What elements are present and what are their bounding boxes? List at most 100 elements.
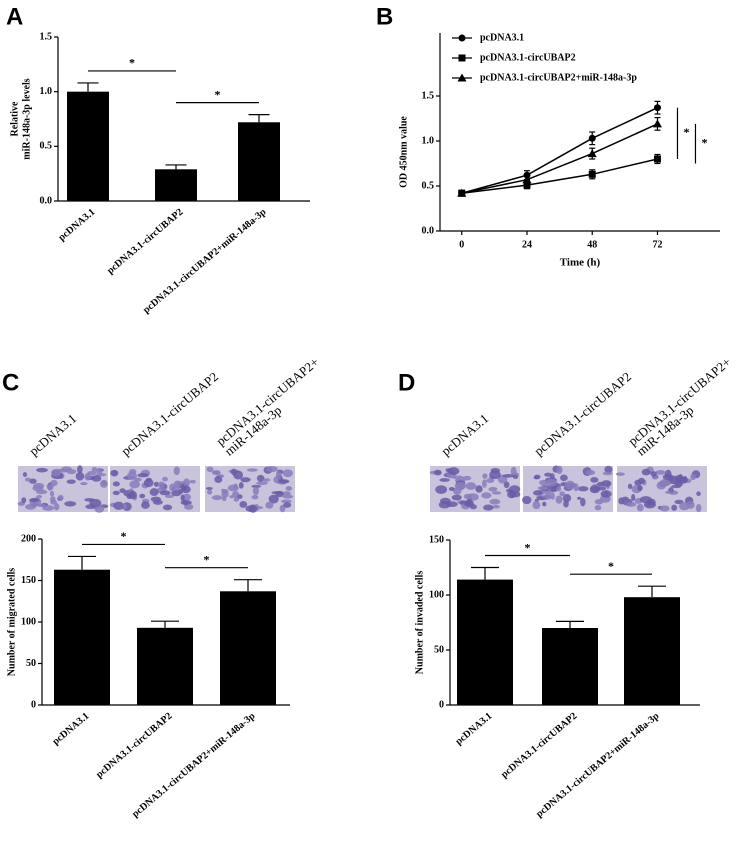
cell (463, 493, 473, 500)
legend-item: pcDNA3.1 (452, 32, 524, 43)
series-line (461, 107, 658, 194)
cell (110, 469, 119, 477)
cell (600, 490, 612, 498)
bar (67, 91, 109, 201)
cell (650, 471, 657, 477)
cell (285, 486, 293, 491)
cell (112, 481, 120, 487)
cell (256, 481, 268, 486)
cell (481, 492, 492, 499)
legend-item: pcDNA3.1-circUBAP2 (452, 52, 576, 63)
cell (489, 470, 501, 480)
cell (42, 505, 55, 511)
cell (164, 494, 174, 498)
cell (491, 491, 502, 495)
marker (653, 155, 661, 163)
cell (512, 474, 519, 479)
cell (659, 505, 670, 512)
cell (448, 486, 455, 492)
significance-label: * (121, 529, 127, 543)
cell (283, 502, 292, 508)
cell (77, 465, 83, 474)
cell (162, 476, 168, 482)
y-axis-label: OD 450nm value (398, 116, 409, 188)
cell (245, 505, 258, 512)
cell (559, 491, 566, 497)
image-label: pcDNA3.1 (26, 411, 79, 459)
cell (91, 466, 97, 472)
cell (671, 504, 678, 511)
cell (280, 499, 292, 504)
image-label: pcDNA3.1-circUBAP2+ (213, 354, 321, 448)
x-tick-label: 48 (587, 239, 597, 250)
cell (256, 474, 265, 482)
cell (439, 478, 450, 482)
cell (183, 500, 189, 506)
cell (655, 470, 666, 475)
cell (180, 494, 185, 502)
cell (75, 471, 85, 481)
cell (562, 494, 572, 503)
cell (239, 500, 248, 508)
legend-label: pcDNA3.1 (480, 32, 524, 43)
cell (251, 484, 262, 488)
cell (434, 469, 442, 476)
cell (615, 472, 625, 476)
cell (24, 477, 32, 482)
cell (49, 496, 56, 503)
cell (555, 495, 563, 504)
cell (61, 466, 72, 472)
y-tick-label: 0 (439, 699, 444, 710)
bar (54, 569, 110, 705)
cell (455, 483, 466, 491)
cell (29, 498, 40, 503)
cell (211, 495, 223, 501)
cell (64, 501, 77, 507)
y-axis-label: miR-148a-3p levels (21, 78, 32, 159)
cell (66, 479, 76, 484)
cell (238, 482, 244, 489)
marker (587, 149, 597, 158)
y-tick-label: 100 (21, 616, 36, 627)
bar (457, 579, 513, 705)
cell (279, 504, 286, 513)
cell (492, 504, 500, 509)
cell (534, 474, 541, 479)
y-tick-label: 0.0 (422, 225, 435, 236)
cell (435, 485, 448, 494)
y-tick-label: 100 (429, 589, 444, 600)
cell (532, 500, 541, 510)
y-axis-label: Number of invaded cells (414, 571, 425, 675)
cell (560, 474, 568, 482)
cell (126, 471, 137, 480)
cell (594, 504, 602, 511)
cell (183, 478, 190, 487)
bar (238, 122, 280, 201)
cell (251, 494, 259, 500)
significance-label: * (701, 135, 707, 149)
cell (627, 483, 633, 490)
cell (488, 486, 498, 492)
x-tick-label: 24 (522, 239, 532, 250)
cell (596, 486, 607, 491)
legend-label: pcDNA3.1-circUBAP2 (480, 52, 576, 63)
marker (457, 188, 467, 197)
cell (678, 476, 689, 484)
cell (54, 503, 60, 511)
cell (462, 475, 472, 481)
cell (278, 479, 290, 484)
cell (153, 481, 159, 487)
cell (206, 466, 214, 473)
cell (634, 479, 642, 486)
cell (445, 501, 458, 508)
marker (458, 54, 466, 62)
cell (112, 490, 120, 496)
y-tick-label: 200 (21, 533, 36, 544)
y-tick-label: 50 (434, 644, 444, 655)
x-tick-label: 72 (652, 239, 662, 250)
cell (169, 483, 176, 492)
cell (207, 489, 213, 495)
cell (221, 490, 229, 498)
series-line (461, 158, 658, 194)
cell (266, 466, 278, 473)
